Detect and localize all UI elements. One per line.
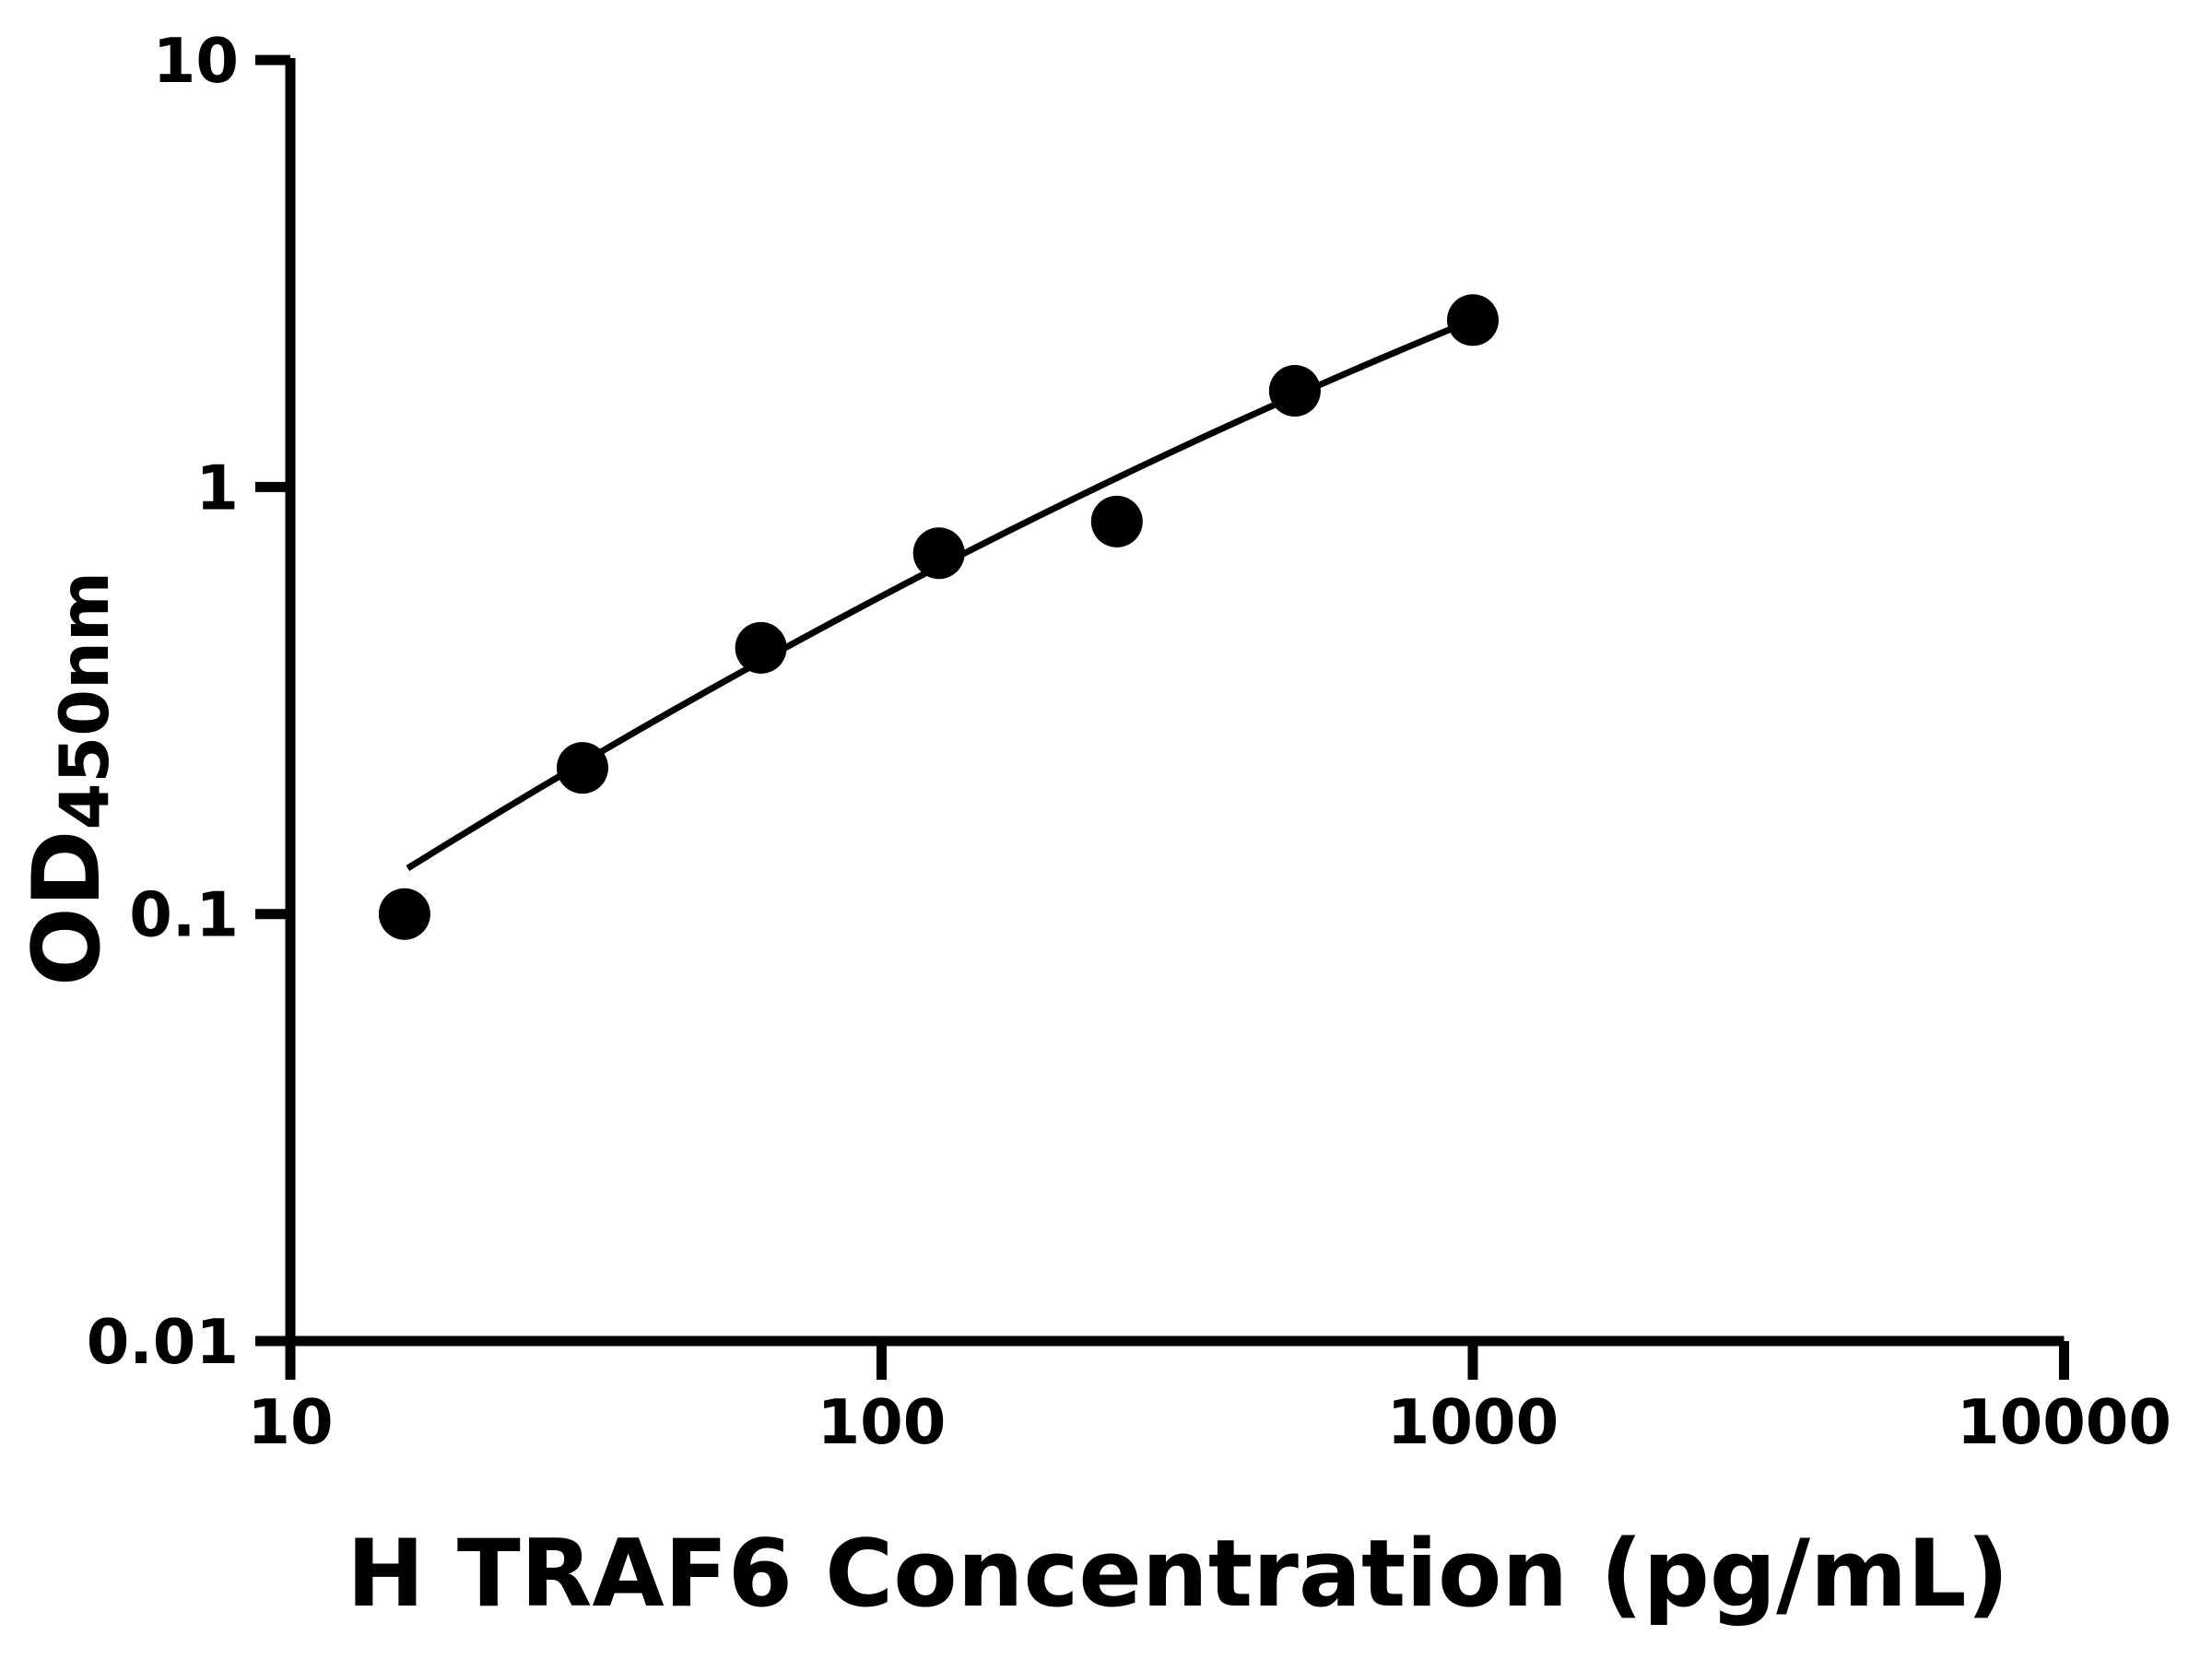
data-point bbox=[1268, 365, 1321, 417]
x-tick-label: 10000 bbox=[1957, 1386, 2171, 1458]
data-point bbox=[1447, 294, 1499, 347]
axes-layer: 10 100 1000 10000 10 1 0.1 0.01 bbox=[87, 25, 2171, 1458]
axis-spines bbox=[255, 58, 2065, 1380]
x-tick-label: 100 bbox=[818, 1386, 947, 1458]
y-axis-title-subscript: 450nm bbox=[46, 571, 124, 830]
series-layer bbox=[378, 294, 1499, 940]
x-tick-label: 1000 bbox=[1387, 1386, 1559, 1458]
y-tick-label: 0.1 bbox=[129, 879, 239, 951]
x-axis-title: H TRAF6 Concentration (pg/mL) bbox=[347, 1519, 2009, 1628]
data-point bbox=[912, 527, 965, 580]
data-point bbox=[378, 888, 430, 940]
y-tick-label: 0.01 bbox=[87, 1306, 239, 1378]
data-point bbox=[735, 621, 787, 674]
data-point bbox=[1090, 495, 1143, 547]
data-point bbox=[557, 742, 608, 794]
y-tick-label: 10 bbox=[153, 25, 239, 97]
y-axis-title-main: OD bbox=[12, 830, 121, 986]
y-axis-title: OD450nm bbox=[12, 571, 124, 986]
x-tick-label: 10 bbox=[247, 1386, 333, 1458]
y-tick-label: 1 bbox=[195, 452, 239, 524]
